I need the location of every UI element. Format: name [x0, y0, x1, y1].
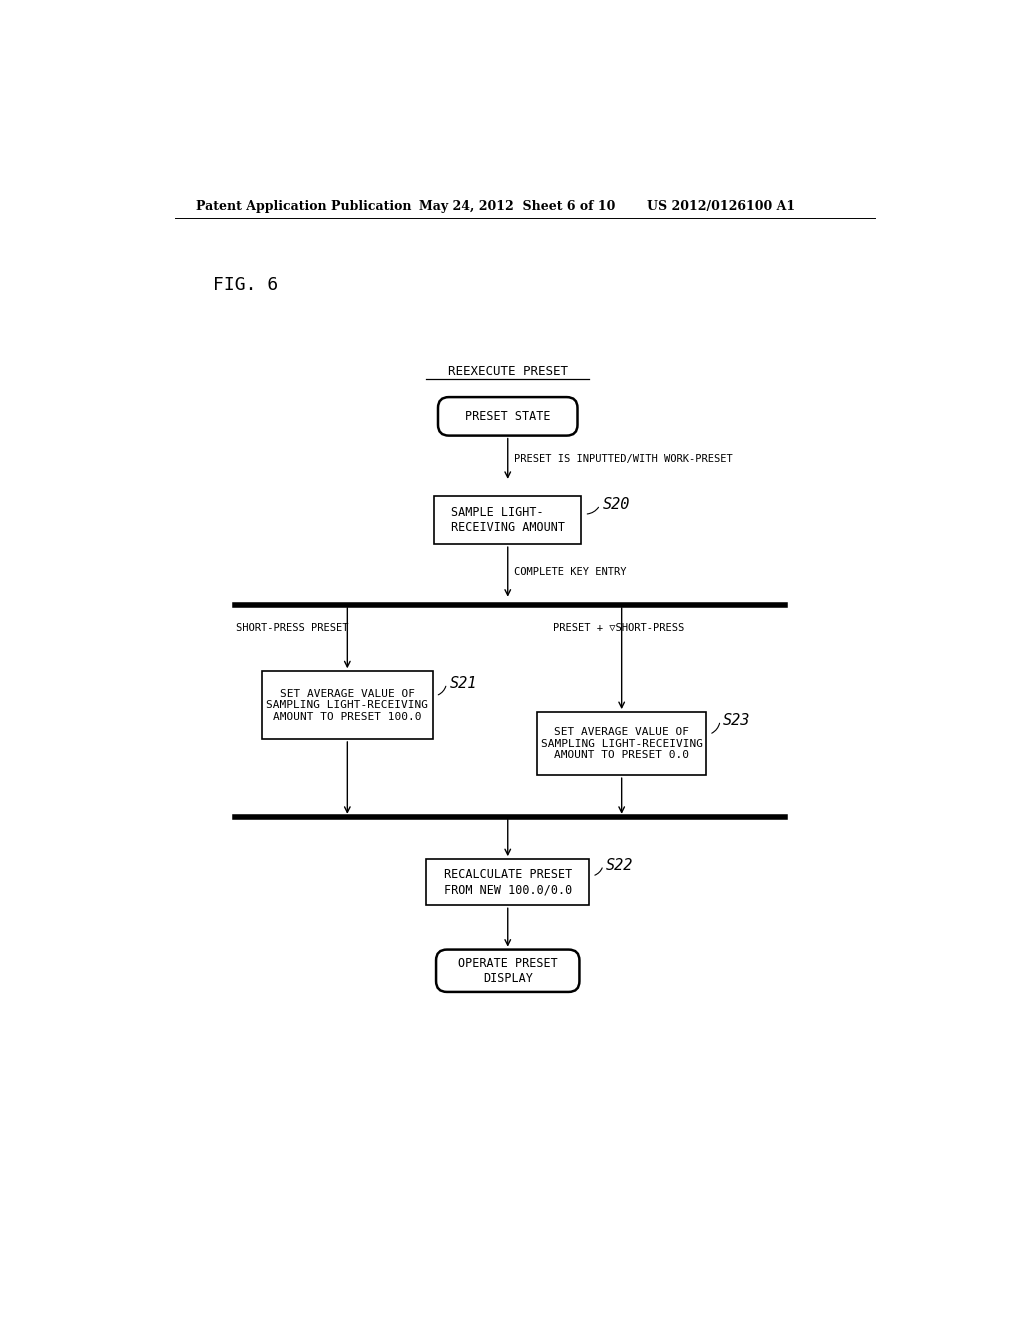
- Text: REEXECUTE PRESET: REEXECUTE PRESET: [447, 366, 567, 379]
- Text: S21: S21: [450, 676, 477, 692]
- Text: S20: S20: [603, 498, 631, 512]
- Text: US 2012/0126100 A1: US 2012/0126100 A1: [647, 199, 796, 213]
- Text: COMPLETE KEY ENTRY: COMPLETE KEY ENTRY: [514, 566, 627, 577]
- FancyBboxPatch shape: [426, 859, 589, 906]
- FancyBboxPatch shape: [262, 671, 432, 739]
- Text: S22: S22: [606, 858, 634, 873]
- Text: SAMPLE LIGHT-
RECEIVING AMOUNT: SAMPLE LIGHT- RECEIVING AMOUNT: [451, 507, 565, 535]
- Text: PRESET STATE: PRESET STATE: [465, 409, 551, 422]
- Text: S23: S23: [723, 713, 751, 729]
- FancyBboxPatch shape: [538, 711, 707, 775]
- Text: SET AVERAGE VALUE OF
SAMPLING LIGHT-RECEIVING
AMOUNT TO PRESET 100.0: SET AVERAGE VALUE OF SAMPLING LIGHT-RECE…: [266, 689, 428, 722]
- Text: SHORT-PRESS PRESET: SHORT-PRESS PRESET: [237, 623, 349, 634]
- Text: May 24, 2012  Sheet 6 of 10: May 24, 2012 Sheet 6 of 10: [419, 199, 615, 213]
- FancyBboxPatch shape: [436, 949, 580, 991]
- FancyBboxPatch shape: [438, 397, 578, 436]
- Text: FIG. 6: FIG. 6: [213, 276, 279, 294]
- Text: PRESET + ▽SHORT-PRESS: PRESET + ▽SHORT-PRESS: [553, 623, 684, 634]
- FancyBboxPatch shape: [434, 496, 582, 544]
- Text: PRESET IS INPUTTED/WITH WORK-PRESET: PRESET IS INPUTTED/WITH WORK-PRESET: [514, 454, 733, 463]
- Text: OPERATE PRESET
DISPLAY: OPERATE PRESET DISPLAY: [458, 957, 558, 985]
- Text: SET AVERAGE VALUE OF
SAMPLING LIGHT-RECEIVING
AMOUNT TO PRESET 0.0: SET AVERAGE VALUE OF SAMPLING LIGHT-RECE…: [541, 727, 702, 760]
- Text: Patent Application Publication: Patent Application Publication: [197, 199, 412, 213]
- Text: RECALCULATE PRESET
FROM NEW 100.0/0.0: RECALCULATE PRESET FROM NEW 100.0/0.0: [443, 869, 571, 896]
